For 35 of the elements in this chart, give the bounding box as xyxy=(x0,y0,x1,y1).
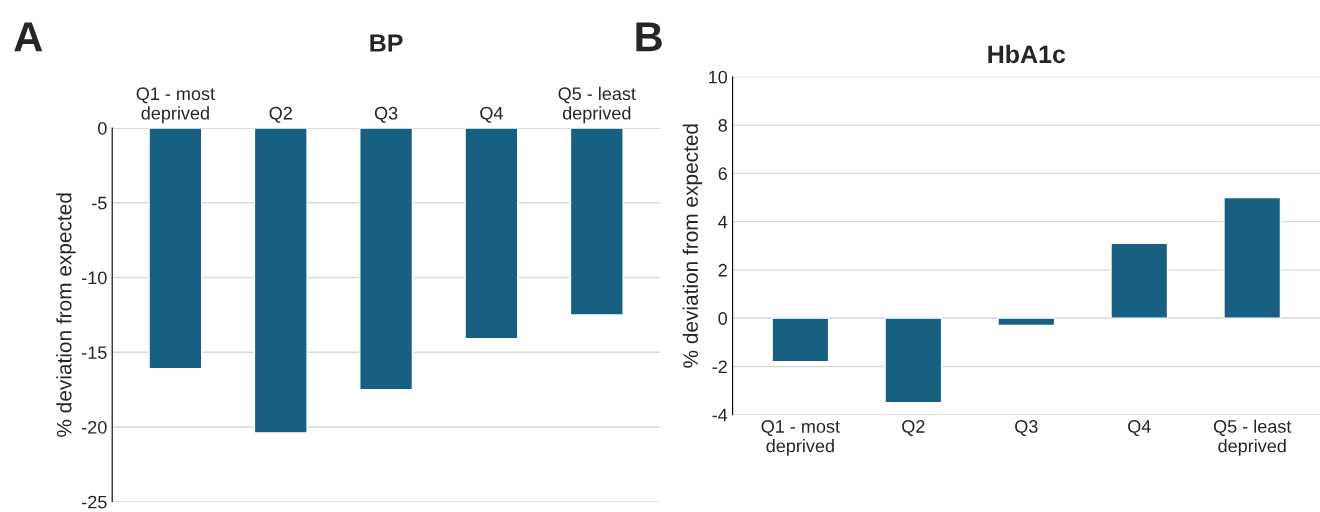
x-tick-label: Q1 - most deprived xyxy=(136,87,215,124)
x-tick-label: Q3 xyxy=(374,106,398,123)
chart-title: BP xyxy=(370,34,403,52)
y-tick-label: 2 xyxy=(718,263,727,277)
x-tick-label: Q4 xyxy=(480,106,503,123)
bar xyxy=(1223,196,1282,319)
y-tick-label: -2 xyxy=(712,360,727,373)
bar xyxy=(884,317,943,404)
y-tick-label: 4 xyxy=(718,215,728,229)
y-axis-title: % deviation from expected xyxy=(682,124,703,368)
text: A xyxy=(14,22,43,52)
y-tick-label: -25 xyxy=(82,495,107,509)
y-tick-label: 0 xyxy=(98,121,107,135)
x-tick-label: Q5 - least deprived xyxy=(558,86,636,124)
y-tick-label: -5 xyxy=(92,196,107,210)
x-tick-label: Q1 - most deprived xyxy=(761,420,840,456)
x-tick-label: Q5 - least deprived xyxy=(1213,419,1292,456)
x-tick-label: Q4 xyxy=(1128,420,1151,437)
bar xyxy=(771,317,830,363)
y-tick-label: -20 xyxy=(82,420,107,434)
chart-title: HbA1c xyxy=(988,44,1066,64)
bar xyxy=(997,317,1056,327)
text: B xyxy=(636,22,662,52)
y-axis-title: % deviation from expected xyxy=(56,193,76,437)
y-tick-label: -10 xyxy=(82,271,107,285)
y-tick-label: 6 xyxy=(718,167,727,181)
y-tick-label: -15 xyxy=(82,346,107,359)
x-tick-label: Q3 xyxy=(1015,420,1038,437)
y-tick-label: 0 xyxy=(718,312,728,325)
y-tick-label: -4 xyxy=(712,408,728,422)
bar xyxy=(1110,242,1169,319)
y-tick-label: 10 xyxy=(709,70,728,84)
x-tick-label: Q2 xyxy=(902,420,925,437)
y-tick-label: 8 xyxy=(718,119,727,132)
x-tick-label: Q2 xyxy=(269,106,292,123)
